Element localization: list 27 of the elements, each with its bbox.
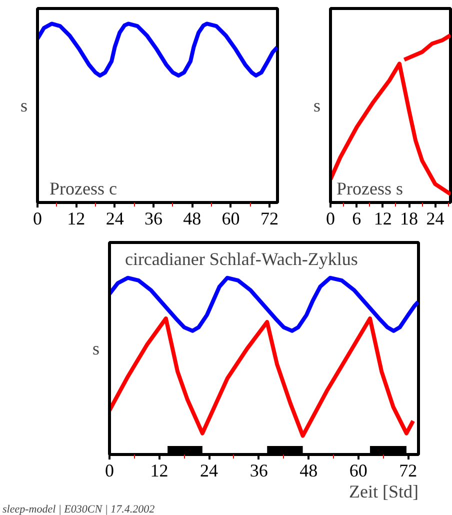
x-tick-label: 60 bbox=[222, 208, 240, 228]
x-tick-label: 18 bbox=[400, 208, 418, 228]
x-tick-label: 24 bbox=[200, 460, 218, 480]
y-axis-title: s bbox=[92, 338, 100, 358]
x-tick-label: 48 bbox=[183, 208, 202, 228]
text: Prozess c bbox=[50, 178, 117, 199]
x-tick-label: 24 bbox=[426, 208, 444, 228]
x-tick-label: 12 bbox=[374, 208, 392, 228]
x-tick-label: 0 bbox=[33, 208, 42, 228]
chart-title: circadianer Schlaf-Wach-Zyklus bbox=[124, 248, 358, 269]
x-tick-label: 0 bbox=[105, 460, 114, 480]
x-tick-label: 72 bbox=[399, 460, 418, 480]
x-tick-label: 12 bbox=[67, 208, 86, 228]
x-tick-label: 12 bbox=[150, 460, 168, 480]
text: sleep-model | E030CN | 17.4.2002 bbox=[2, 504, 156, 515]
x-tick-label: 60 bbox=[349, 460, 368, 480]
x-tick-label: 0 bbox=[326, 208, 335, 228]
text: Prozess s bbox=[336, 178, 403, 199]
y-axis-title: s bbox=[313, 96, 321, 116]
x-tick-label: 36 bbox=[250, 460, 268, 480]
x-tick-label: 72 bbox=[260, 208, 278, 228]
x-tick-label: 24 bbox=[106, 208, 124, 228]
x-tick-label: 36 bbox=[144, 208, 162, 228]
x-axis-title: Zeit [Std] bbox=[349, 482, 419, 502]
x-tick-label: 48 bbox=[300, 460, 318, 480]
y-axis-title: s bbox=[20, 96, 28, 116]
x-tick-label: 6 bbox=[352, 208, 362, 228]
